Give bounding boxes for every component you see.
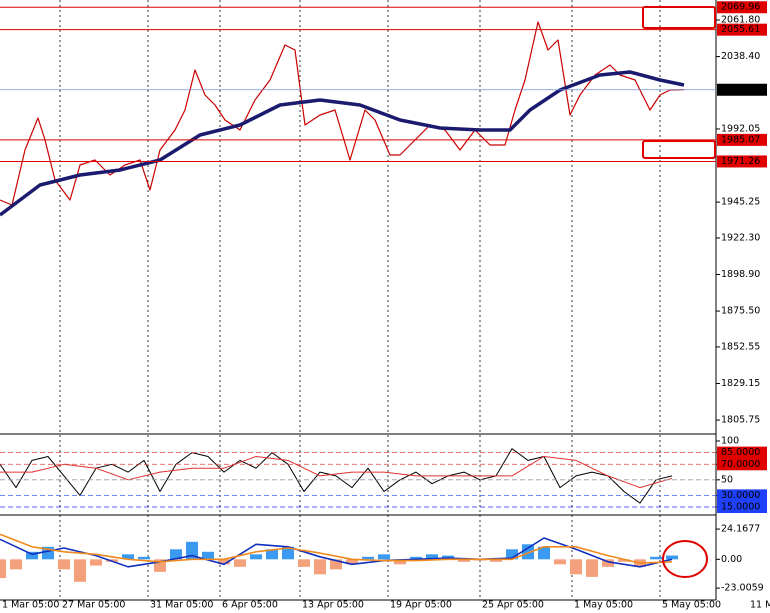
histogram-bar (170, 549, 182, 560)
histogram-bar (138, 556, 150, 560)
histogram-bar (298, 559, 310, 567)
series-line (0, 456, 673, 489)
y-tick-label: 1945.25 (721, 197, 760, 208)
x-tick-label: 25 Apr 05:00 (482, 600, 544, 611)
histogram-bar (666, 555, 678, 560)
y-tick-label: 50 (721, 474, 733, 485)
histogram-bar (650, 556, 662, 560)
histogram-bar (394, 559, 406, 565)
histogram-bar (186, 541, 198, 560)
y-tick-label-bg (717, 501, 767, 514)
level-label: 1985.07 (721, 134, 760, 145)
y-tick-label: 30.0000 (721, 490, 760, 501)
histogram-bar (314, 559, 326, 575)
y-tick-label-bg (717, 446, 767, 459)
x-tick-label: 11 May 05:00 (750, 600, 770, 611)
series-line (0, 70, 685, 217)
y-tick-label: 1898.90 (721, 269, 760, 280)
histogram-bar (426, 554, 438, 560)
histogram-bar (250, 554, 262, 560)
histogram-bar (602, 559, 614, 567)
histogram-bar (0, 559, 6, 579)
histogram-bar (58, 559, 70, 570)
histogram-bar (458, 559, 470, 562)
y-tick-label: 1852.55 (721, 341, 760, 352)
x-tick-label: 6 Apr 05:00 (222, 600, 278, 611)
y-tick-label: 85.0000 (721, 447, 760, 458)
histogram-bar (26, 551, 38, 560)
level-label-bg (717, 23, 767, 36)
histogram-bar (218, 559, 230, 565)
histogram-bar (10, 559, 22, 570)
panel-2 (0, 533, 678, 582)
annotation-box (642, 6, 716, 29)
histogram-bar (330, 559, 342, 570)
x-tick-label: 13 Apr 05:00 (302, 600, 364, 611)
histogram-bar (506, 549, 518, 560)
histogram-bar (202, 551, 214, 560)
series-line (0, 21, 685, 206)
x-tick-label: 27 Mar 05:00 (62, 600, 125, 611)
histogram-bar (554, 559, 566, 565)
x-tick-label: 1 May 05:00 (574, 600, 633, 611)
level-label-bg (717, 1, 767, 14)
histogram-bar (570, 559, 582, 575)
y-tick-label-bg (717, 458, 767, 471)
y-tick-label-bg (717, 489, 767, 502)
level-label-bg (717, 133, 767, 146)
y-tick-label: 1875.50 (721, 306, 760, 317)
level-label: 1971.26 (721, 156, 760, 167)
y-tick-label: 2061.80 (721, 14, 760, 25)
y-tick-label: 15.0000 (721, 502, 760, 513)
y-tick-label: 1922.30 (721, 232, 760, 243)
current-price-bg (717, 83, 767, 96)
histogram-bar (346, 559, 358, 565)
histogram-bar (538, 546, 550, 560)
x-tick-label: 5 May 05:00 (662, 600, 721, 611)
panel-0 (0, 21, 685, 217)
y-tick-label: 1992.05 (721, 123, 760, 134)
y-tick-label: -23.0059 (721, 583, 764, 594)
histogram-bar (410, 556, 422, 560)
y-tick-label: 0.00 (721, 554, 742, 565)
level-label: 2069.96 (721, 2, 760, 13)
histogram-bar (618, 559, 630, 562)
level-label: 2055.61 (721, 24, 760, 35)
annotation-box (642, 140, 716, 159)
current-price-label: 2017.16 (721, 84, 760, 95)
y-tick-label: 2038.40 (721, 51, 760, 62)
x-tick-label: 1 Mar 05:00 (2, 600, 59, 611)
histogram-bar (266, 549, 278, 560)
histogram-bar (490, 559, 502, 562)
y-tick-label: 100 (721, 435, 739, 446)
histogram-bar (282, 546, 294, 560)
y-tick-label: 24.1677 (721, 524, 760, 535)
x-tick-label: 19 Apr 05:00 (390, 600, 452, 611)
histogram-bar (122, 554, 134, 560)
histogram-bar (522, 544, 534, 560)
histogram-bar (586, 559, 598, 577)
annotation-circle (662, 540, 708, 578)
level-label-bg (717, 155, 767, 168)
y-tick-label: 70.0000 (721, 459, 760, 470)
y-tick-label: 1829.15 (721, 378, 760, 389)
y-tick-label: 1805.75 (721, 415, 760, 426)
histogram-bar (74, 559, 86, 582)
histogram-bar (234, 559, 246, 567)
series-line (0, 537, 673, 568)
x-tick-label: 31 Mar 05:00 (150, 600, 213, 611)
histogram-bar (90, 559, 102, 566)
histogram-bar (378, 554, 390, 560)
series-line (0, 533, 673, 564)
histogram-bar (362, 556, 374, 560)
